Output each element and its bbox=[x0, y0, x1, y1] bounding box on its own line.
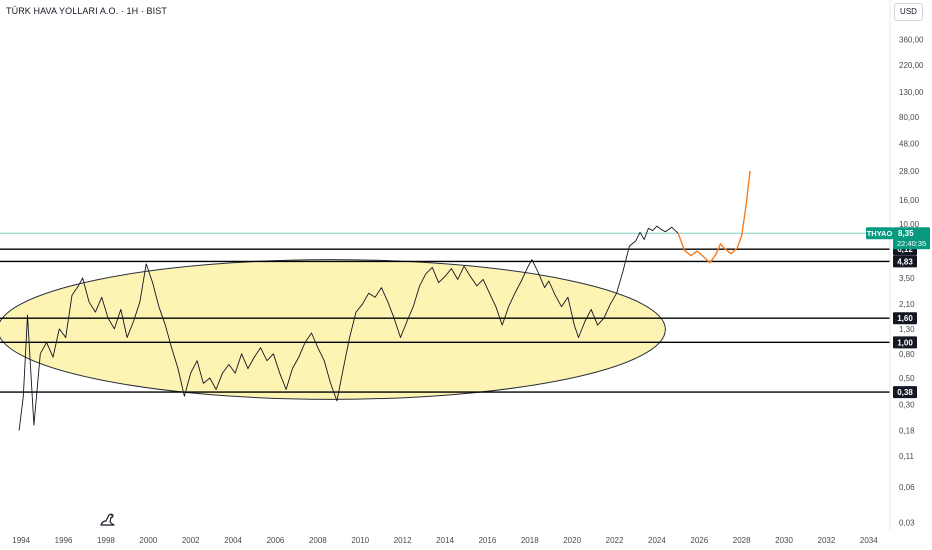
x-tick-label: 2002 bbox=[182, 536, 200, 545]
y-tick-label: 28,00 bbox=[899, 167, 920, 176]
price-line bbox=[18, 225, 679, 431]
tradingview-dino-icon[interactable] bbox=[98, 508, 118, 528]
x-tick-label: 2014 bbox=[436, 536, 454, 545]
x-tick-label: 2028 bbox=[733, 536, 751, 545]
y-tick-label: 10,00 bbox=[899, 220, 920, 229]
time-axis[interactable]: 1994 1996 1998 2000 2002 2004 2006 2008 2010 2012… bbox=[12, 536, 878, 545]
x-tick-label: 2012 bbox=[394, 536, 412, 545]
y-tick-label: 2,10 bbox=[899, 300, 915, 309]
x-tick-label: 1994 bbox=[12, 536, 30, 545]
x-tick-label: 2030 bbox=[775, 536, 793, 545]
chart-title: TÜRK HAVA YOLLARI A.O. · 1H · BIST bbox=[6, 6, 167, 16]
y-tick-label: 0,06 bbox=[899, 483, 915, 492]
x-tick-label: 2008 bbox=[309, 536, 327, 545]
x-tick-label: 2022 bbox=[606, 536, 624, 545]
x-tick-label: 2006 bbox=[267, 536, 285, 545]
y-tick-label: 16,00 bbox=[899, 196, 920, 205]
y-tick-label: 0,30 bbox=[899, 400, 915, 409]
y-tick-label: 360,00 bbox=[899, 36, 924, 45]
bar-countdown-label: 22:40:35 bbox=[897, 239, 926, 248]
y-tick-label: 1,30 bbox=[899, 325, 915, 334]
y-tick-label: 3,50 bbox=[899, 274, 915, 283]
y-tick-label: 0,80 bbox=[899, 350, 915, 359]
current-price-tag bbox=[893, 227, 930, 250]
y-tick-label: 130,00 bbox=[899, 88, 924, 97]
y-tick-label: 0,18 bbox=[899, 427, 915, 436]
x-tick-label: 2010 bbox=[351, 536, 369, 545]
level-price-tag bbox=[893, 312, 917, 325]
symbol-tag bbox=[866, 227, 893, 240]
level-lines-layer bbox=[0, 232, 890, 393]
ellipse-drawing-layer bbox=[0, 259, 666, 400]
level-price-tag bbox=[893, 255, 917, 268]
currency-button[interactable]: USD bbox=[894, 3, 923, 21]
x-tick-label: 2016 bbox=[478, 536, 496, 545]
level-price-label: 0,38 bbox=[897, 388, 913, 397]
y-tick-label: 220,00 bbox=[899, 61, 924, 70]
x-tick-label: 2018 bbox=[521, 536, 539, 545]
level-price-tag bbox=[893, 336, 917, 349]
level-price-label: 6,12 bbox=[897, 245, 913, 254]
current-price-label: 8,35 bbox=[898, 229, 914, 238]
y-tick-label: 0,11 bbox=[899, 452, 915, 461]
x-tick-label: 2020 bbox=[563, 536, 581, 545]
y-tick-label: 80,00 bbox=[899, 113, 920, 122]
x-tick-label: 2024 bbox=[648, 536, 666, 545]
x-tick-label: 2000 bbox=[139, 536, 157, 545]
x-tick-label: 2034 bbox=[860, 536, 878, 545]
x-tick-label: 2026 bbox=[690, 536, 708, 545]
level-price-label: 4,83 bbox=[897, 257, 913, 266]
y-tick-label: 0,50 bbox=[899, 374, 915, 383]
price-axis[interactable]: 600,00360,00220,00130,0080,0048,0028,001… bbox=[899, 9, 924, 527]
x-tick-label: 2032 bbox=[818, 536, 836, 545]
projection-path bbox=[677, 170, 751, 264]
level-price-label: 1,00 bbox=[897, 338, 913, 347]
x-tick-label: 1996 bbox=[55, 536, 73, 545]
symbol-label: THYAO bbox=[867, 229, 893, 238]
y-tick-label: 0,03 bbox=[899, 519, 915, 528]
level-price-tag bbox=[893, 386, 917, 399]
ellipse-pattern[interactable] bbox=[0, 259, 666, 400]
x-tick-label: 1998 bbox=[97, 536, 115, 545]
x-tick-label: 2004 bbox=[224, 536, 242, 545]
y-tick-label: 48,00 bbox=[899, 139, 920, 148]
level-price-label: 1,60 bbox=[897, 314, 913, 323]
series-layer bbox=[18, 170, 751, 431]
